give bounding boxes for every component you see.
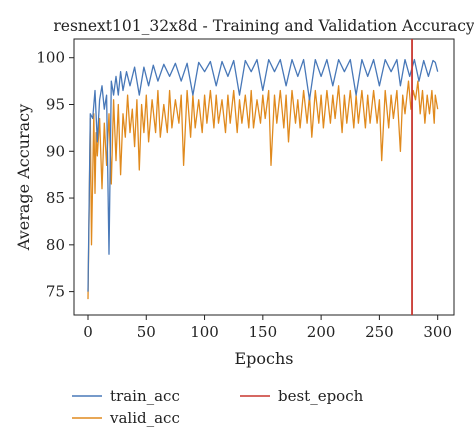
y-tick-label: 75: [46, 283, 65, 301]
y-tick-label: 100: [36, 49, 65, 67]
y-axis-ticks: 75 80 85 90 95 100: [36, 49, 74, 301]
x-tick-label: 50: [137, 323, 156, 341]
x-tick-label: 150: [249, 323, 278, 341]
series-line-train-acc: [87, 58, 439, 292]
x-tick-label: 300: [423, 323, 452, 341]
y-axis-label: Average Accuracy: [14, 104, 33, 251]
chart-title: resnext101_32x8d - Training and Validati…: [53, 17, 474, 35]
series-line-valid-acc: [87, 80, 439, 300]
x-axis-label: Epochs: [234, 349, 293, 368]
y-tick-label: 95: [46, 95, 65, 113]
legend-label-best-epoch: best_epoch: [278, 387, 364, 405]
x-tick-label: 250: [365, 323, 394, 341]
legend: train_acc best_epoch valid_acc: [72, 387, 364, 427]
x-tick-label: 100: [190, 323, 219, 341]
y-tick-label: 90: [46, 142, 65, 160]
legend-label-valid-acc: valid_acc: [109, 409, 180, 427]
series-layer: [87, 58, 439, 300]
y-tick-label: 80: [46, 236, 65, 254]
plot-area-frame: [73, 38, 455, 316]
x-tick-label: 200: [307, 323, 336, 341]
legend-label-train-acc: train_acc: [110, 387, 180, 405]
x-tick-label: 0: [83, 323, 93, 341]
x-axis-ticks: 0 50 100 150 200 250 300: [83, 315, 452, 341]
y-tick-label: 85: [46, 189, 65, 207]
